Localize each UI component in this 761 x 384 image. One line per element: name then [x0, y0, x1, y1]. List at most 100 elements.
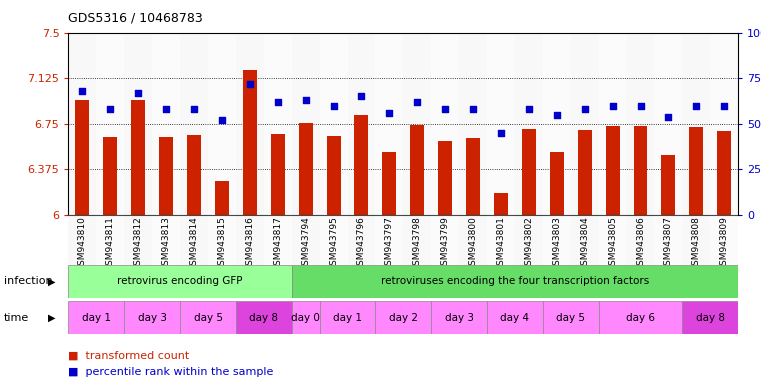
- Bar: [348, 33, 375, 215]
- Bar: [689, 127, 703, 215]
- Point: [551, 112, 563, 118]
- Bar: [320, 215, 348, 265]
- Text: GSM943812: GSM943812: [134, 216, 143, 271]
- Text: day 8: day 8: [250, 313, 279, 323]
- Text: GSM943810: GSM943810: [78, 216, 87, 271]
- Bar: [180, 301, 236, 334]
- Bar: [487, 33, 515, 215]
- Bar: [438, 141, 452, 215]
- Bar: [431, 215, 459, 265]
- Point: [495, 130, 507, 136]
- Bar: [375, 301, 431, 334]
- Text: GSM943797: GSM943797: [385, 216, 394, 271]
- Point: [244, 81, 256, 87]
- Bar: [124, 33, 152, 215]
- Bar: [264, 33, 291, 215]
- Bar: [431, 301, 487, 334]
- Point: [467, 106, 479, 112]
- Bar: [515, 33, 543, 215]
- Bar: [654, 33, 683, 215]
- Bar: [515, 215, 543, 265]
- Text: day 3: day 3: [444, 313, 473, 323]
- Point: [188, 106, 200, 112]
- Bar: [543, 301, 599, 334]
- Bar: [103, 137, 117, 215]
- Bar: [159, 137, 173, 215]
- Bar: [124, 215, 152, 265]
- Bar: [68, 301, 124, 334]
- Text: ▶: ▶: [48, 276, 56, 286]
- Text: day 0: day 0: [291, 313, 320, 323]
- Bar: [68, 215, 97, 265]
- Text: GSM943814: GSM943814: [189, 216, 199, 271]
- Text: GSM943817: GSM943817: [273, 216, 282, 271]
- Point: [411, 99, 423, 105]
- Bar: [661, 156, 676, 215]
- Bar: [131, 99, 145, 215]
- Bar: [215, 181, 229, 215]
- Bar: [97, 215, 124, 265]
- Bar: [626, 215, 654, 265]
- Bar: [599, 33, 626, 215]
- Point: [327, 103, 339, 109]
- Bar: [236, 33, 264, 215]
- Bar: [459, 215, 487, 265]
- Bar: [571, 33, 599, 215]
- Text: time: time: [4, 313, 29, 323]
- Bar: [180, 33, 208, 215]
- Text: GSM943803: GSM943803: [552, 216, 562, 271]
- Bar: [410, 125, 424, 215]
- Bar: [97, 33, 124, 215]
- Bar: [578, 130, 591, 215]
- Point: [607, 103, 619, 109]
- Point: [132, 90, 145, 96]
- Text: ▶: ▶: [48, 313, 56, 323]
- Bar: [543, 33, 571, 215]
- Text: day 5: day 5: [556, 313, 585, 323]
- Bar: [208, 215, 236, 265]
- Text: retroviruses encoding the four transcription factors: retroviruses encoding the four transcrip…: [380, 276, 649, 286]
- Bar: [633, 126, 648, 215]
- Text: GSM943807: GSM943807: [664, 216, 673, 271]
- Text: GSM943813: GSM943813: [161, 216, 170, 271]
- Point: [578, 106, 591, 112]
- Text: day 8: day 8: [696, 313, 724, 323]
- Bar: [355, 115, 368, 215]
- Bar: [710, 215, 738, 265]
- Text: day 5: day 5: [193, 313, 222, 323]
- Bar: [522, 129, 536, 215]
- Bar: [487, 301, 543, 334]
- Point: [160, 106, 172, 112]
- Text: ■  percentile rank within the sample: ■ percentile rank within the sample: [68, 367, 274, 377]
- Text: GSM943809: GSM943809: [720, 216, 729, 271]
- Point: [662, 114, 674, 120]
- Bar: [549, 152, 564, 215]
- Bar: [236, 215, 264, 265]
- Bar: [291, 33, 320, 215]
- Point: [272, 99, 284, 105]
- Text: retrovirus encoding GFP: retrovirus encoding GFP: [117, 276, 243, 286]
- Bar: [382, 152, 396, 215]
- Bar: [68, 265, 291, 298]
- Point: [216, 117, 228, 123]
- Point: [384, 110, 396, 116]
- Point: [635, 103, 647, 109]
- Bar: [180, 215, 208, 265]
- Bar: [320, 301, 375, 334]
- Text: GSM943801: GSM943801: [496, 216, 505, 271]
- Bar: [375, 215, 403, 265]
- Bar: [320, 33, 348, 215]
- Bar: [606, 126, 619, 215]
- Text: GSM943806: GSM943806: [636, 216, 645, 271]
- Text: GSM943796: GSM943796: [357, 216, 366, 271]
- Bar: [683, 301, 738, 334]
- Bar: [243, 70, 256, 215]
- Bar: [466, 139, 480, 215]
- Text: day 2: day 2: [389, 313, 418, 323]
- Bar: [271, 134, 285, 215]
- Bar: [683, 33, 710, 215]
- Text: day 3: day 3: [138, 313, 167, 323]
- Bar: [298, 122, 313, 215]
- Point: [76, 88, 88, 94]
- Bar: [208, 33, 236, 215]
